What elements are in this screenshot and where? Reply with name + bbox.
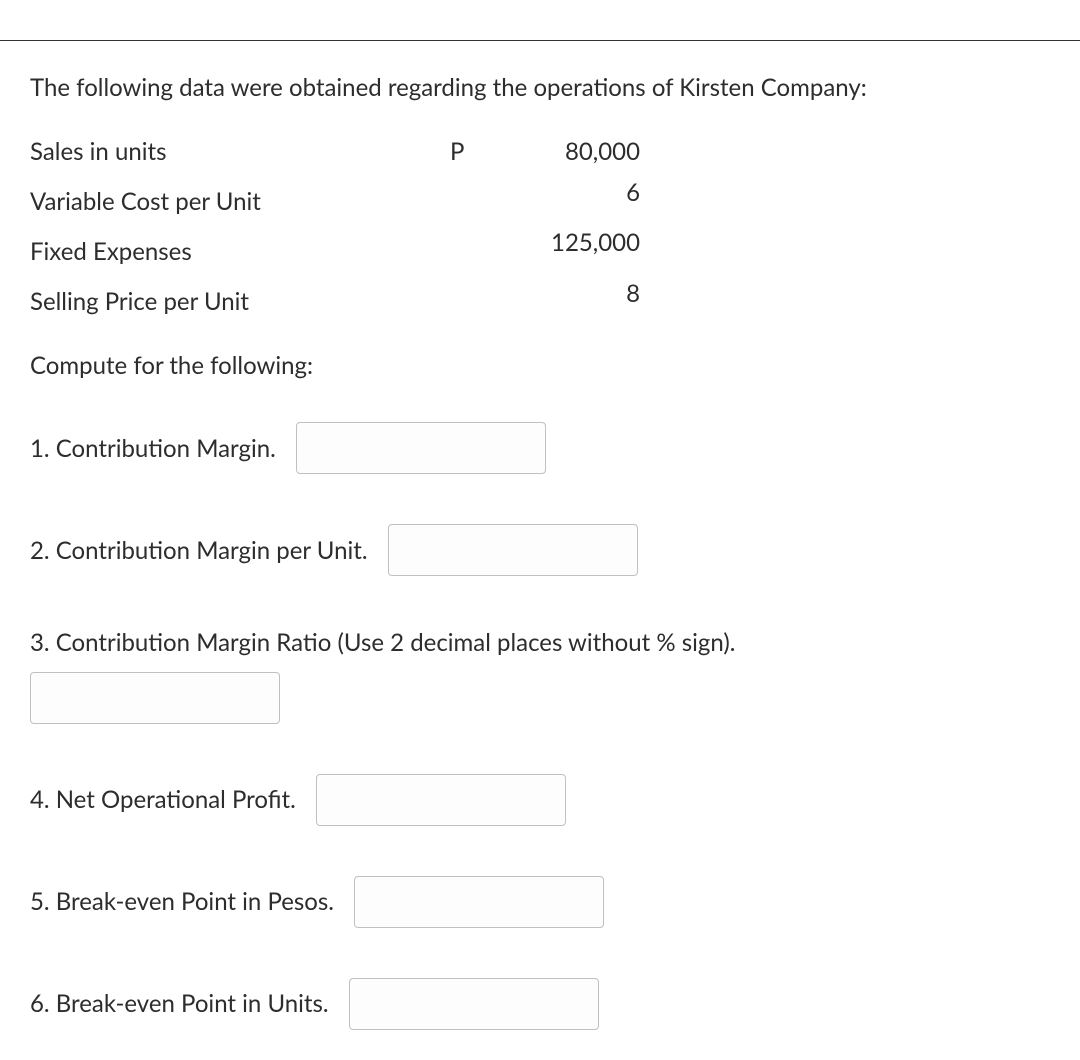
question-2: 2. Contribution Margin per Unit.	[30, 524, 1050, 576]
question-label: 4. Net Operational Profit.	[30, 783, 296, 817]
data-label: Variable Cost per Unit	[30, 185, 450, 219]
question-6: 6. Break-even Point in Units.	[30, 978, 1050, 1030]
contribution-margin-ratio-input[interactable]	[30, 672, 280, 724]
compute-heading: Compute for the following:	[30, 349, 1050, 383]
contribution-margin-per-unit-input[interactable]	[388, 524, 638, 576]
data-value-col: 125,000	[450, 226, 640, 260]
data-value: 125,000	[450, 226, 640, 260]
data-row: Selling Price per Unit 8	[30, 277, 1050, 319]
data-row: Fixed Expenses 125,000	[30, 226, 1050, 268]
data-value: 8	[450, 277, 640, 311]
intro-text: The following data were obtained regardi…	[30, 71, 1050, 105]
question-label: 1. Contribution Margin.	[30, 432, 276, 466]
net-operational-profit-input[interactable]	[316, 774, 566, 826]
top-divider	[0, 40, 1080, 41]
data-table: Sales in units P 80,000 Variable Cost pe…	[30, 135, 1050, 319]
data-value-col: 8	[450, 277, 640, 311]
contribution-margin-input[interactable]	[296, 422, 546, 474]
question-label: 5. Break-even Point in Pesos.	[30, 885, 334, 919]
question-5: 5. Break-even Point in Pesos.	[30, 876, 1050, 928]
question-1: 1. Contribution Margin.	[30, 422, 1050, 474]
data-label: Selling Price per Unit	[30, 285, 450, 319]
data-value-col: P 80,000	[450, 135, 640, 169]
break-even-pesos-input[interactable]	[354, 876, 604, 928]
data-label: Fixed Expenses	[30, 235, 450, 269]
data-label: Sales in units	[30, 135, 450, 169]
break-even-units-input[interactable]	[349, 978, 599, 1030]
data-row: Variable Cost per Unit 6	[30, 176, 1050, 218]
data-value: 6	[450, 176, 640, 210]
question-label: 3. Contribution Margin Ratio (Use 2 deci…	[30, 628, 735, 657]
question-label: 6. Break-even Point in Units.	[30, 987, 329, 1021]
question-label: 2. Contribution Margin per Unit.	[30, 534, 368, 568]
data-row: Sales in units P 80,000	[30, 135, 1050, 169]
data-value-col: 6	[450, 176, 640, 210]
question-3: 3. Contribution Margin Ratio (Use 2 deci…	[30, 626, 1050, 724]
data-currency: P	[450, 135, 464, 169]
data-value: 80,000	[464, 135, 640, 169]
question-4: 4. Net Operational Profit.	[30, 774, 1050, 826]
